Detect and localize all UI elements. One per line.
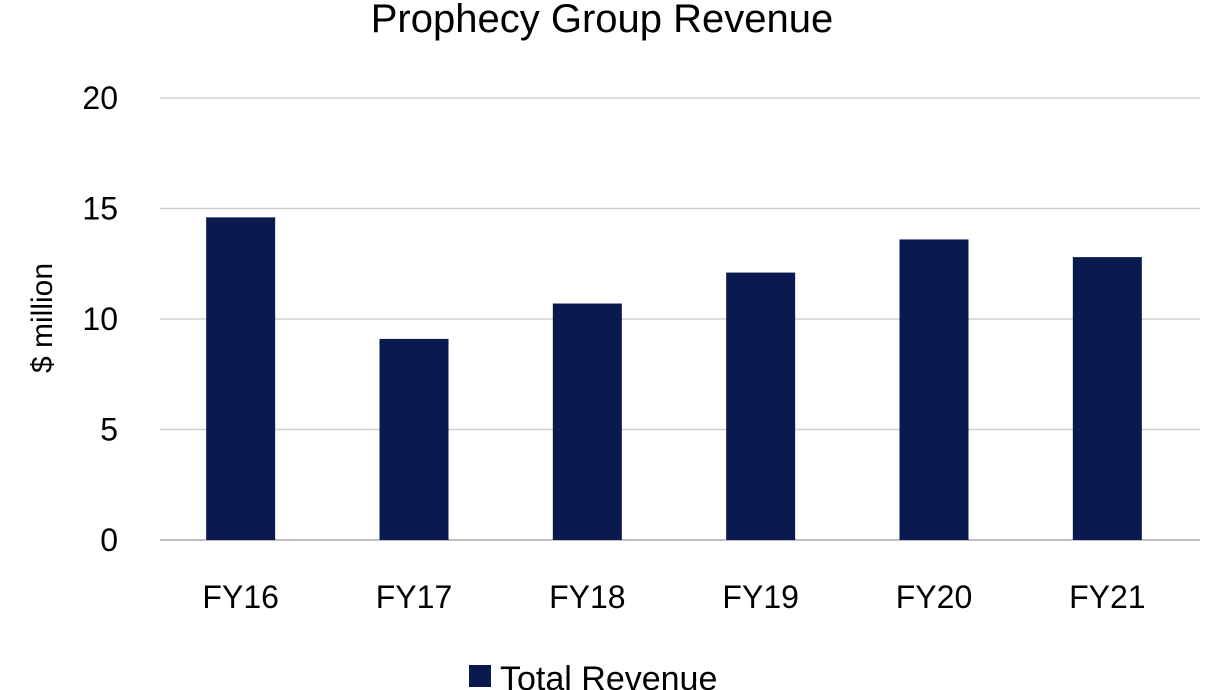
bar-fy21 <box>1072 257 1142 540</box>
legend: Total Revenue <box>469 660 717 690</box>
bar-fy16 <box>206 217 276 540</box>
legend-label: Total Revenue <box>500 660 717 690</box>
x-tick-label: FY21 <box>1069 579 1145 615</box>
y-axis-label: $ million <box>26 263 59 373</box>
x-tick-label: FY20 <box>896 579 972 615</box>
chart-title: Prophecy Group Revenue <box>371 0 834 41</box>
gridlines <box>160 97 1200 541</box>
bar-fy18 <box>552 303 622 540</box>
x-tick-label: FY19 <box>722 579 798 615</box>
y-tick-label: 15 <box>82 191 118 227</box>
bar-fy17 <box>379 338 449 540</box>
y-tick-labels: 0 5 10 15 20 <box>82 80 118 558</box>
legend-swatch <box>469 665 491 687</box>
bar-series <box>206 217 1142 540</box>
x-tick-label: FY17 <box>376 579 452 615</box>
bar-fy20 <box>899 239 969 540</box>
x-tick-label: FY16 <box>202 579 278 615</box>
x-tick-label: FY18 <box>549 579 625 615</box>
y-tick-label: 5 <box>100 412 118 448</box>
y-tick-label: 0 <box>100 522 118 558</box>
x-tick-labels: FY16 FY17 FY18 FY19 FY20 FY21 <box>202 579 1145 615</box>
y-tick-label: 20 <box>82 80 118 116</box>
bar-fy19 <box>726 272 796 540</box>
y-tick-label: 10 <box>82 301 118 337</box>
